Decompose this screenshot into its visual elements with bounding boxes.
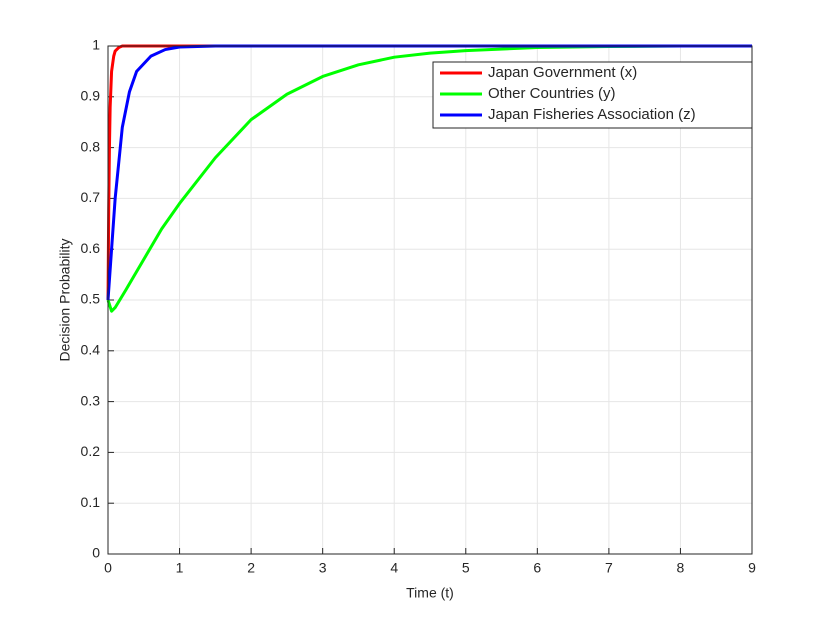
axes-box [107,45,753,555]
y-axis-label: Decision Probability [57,239,73,362]
y-tick-label: 0 [92,545,100,561]
data-line [106,44,752,301]
legend-label: Japan Fisheries Association (z) [488,106,696,123]
data-line [106,44,752,313]
y-tick-label: 0.7 [81,189,101,205]
x-tick-label: 4 [390,560,398,576]
x-tick-label: 8 [677,560,685,576]
legend-label: Other Countries (y) [488,85,616,102]
y-tick-label: 0.4 [81,342,101,358]
x-tick-label: 5 [462,560,470,576]
y-tick-label: 0.1 [81,494,101,510]
y-tick-label: 0.3 [81,392,101,408]
legend: Japan Government (x) Other Countries (y) J… [432,61,753,129]
x-tick-label: 0 [104,560,112,576]
x-tick-label: 3 [319,560,327,576]
legend-box [432,61,753,129]
x-tick-label: 1 [176,560,184,576]
legend-label: Japan Government (x) [488,64,637,81]
x-axis-label: Time (t) [406,585,454,601]
y-tick-label: 0.6 [81,240,101,256]
y-tick-label: 0.8 [81,138,101,154]
x-tick-label: 9 [748,560,756,576]
y-tick-label: 1 [92,37,100,53]
x-tick-label: 6 [533,560,541,576]
x-tick-label: 7 [605,560,613,576]
y-tick-label: 0.9 [81,88,101,104]
y-tick-label: 0.2 [81,443,101,459]
x-tick-label: 2 [247,560,255,576]
y-tick-label: 0.5 [81,291,101,307]
